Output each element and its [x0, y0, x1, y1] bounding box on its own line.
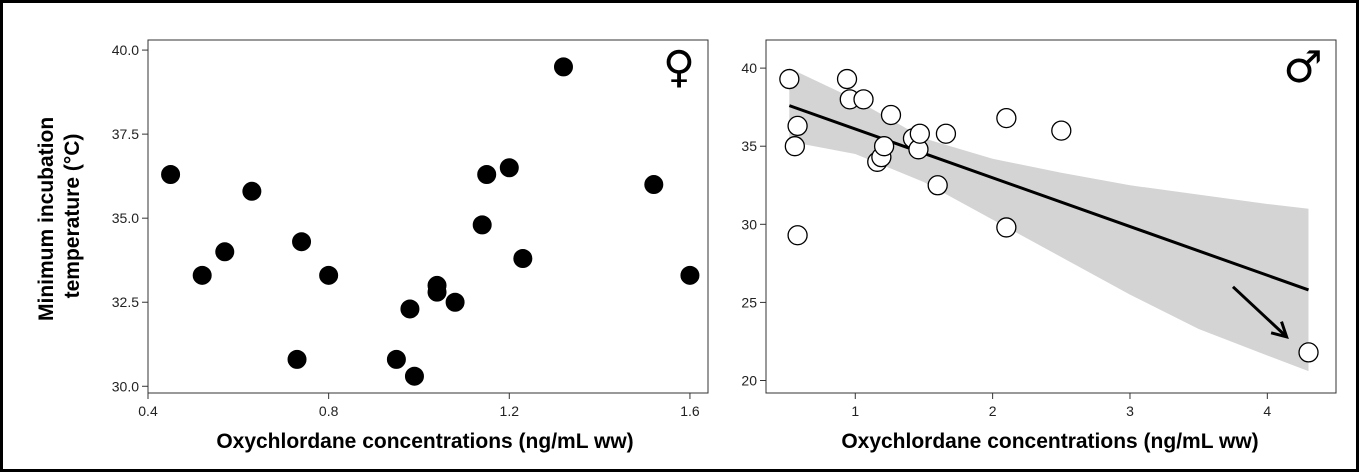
male-data-point: [1051, 120, 1072, 141]
female-x-axis-title: Oxychlordane concentrations (ng/mL ww): [216, 430, 633, 453]
male-data-point: [779, 68, 800, 90]
male-y-tick-label: 20: [741, 373, 757, 389]
female-data-point: [292, 232, 312, 252]
female-panel: 0.4 0.8 1.2 1.6 30.0 32.5 35.0 37.5 40.0 ♀ Oxych…: [112, 39, 709, 453]
male-y-tick-label: 25: [741, 294, 757, 310]
male-data-point: [787, 115, 808, 137]
male-arrow-head: [1270, 321, 1289, 339]
female-data-point: [427, 275, 447, 295]
male-line-layer: [788, 104, 1310, 292]
female-data-point: [319, 265, 339, 285]
female-data-point: [404, 366, 424, 386]
male-data-point: [1298, 342, 1319, 363]
male-regression-line: [788, 104, 1310, 292]
male-symbol: ♂: [1283, 42, 1322, 93]
female-ticks: 0.4 0.8 1.2 1.6 30.0 32.5 35.0 37.5 40.0: [112, 42, 700, 419]
male-x-tick-label: 1: [851, 403, 859, 419]
female-data-point: [242, 181, 262, 201]
y-axis-title: Minimum incubation temperature (°C): [35, 111, 84, 321]
male-arrow-shaft: [1231, 285, 1288, 338]
male-data-point: [787, 225, 808, 246]
male-data-point: [996, 107, 1017, 129]
female-data-point: [215, 242, 235, 262]
female-data-point: [472, 215, 492, 235]
male-data-point: [996, 217, 1017, 238]
female-data-point: [553, 57, 573, 77]
male-y-tick-label: 40: [741, 60, 757, 76]
male-x-tick-label: 4: [1263, 403, 1271, 419]
male-data-point: [927, 175, 948, 196]
female-x-tick-label: 0.8: [319, 403, 339, 419]
female-x-tick-label: 0.4: [138, 403, 158, 419]
male-x-tick-label: 2: [989, 403, 997, 419]
female-y-tick-label: 40.0: [112, 42, 139, 58]
female-symbol: ♀: [663, 42, 695, 93]
female-plot-frame: [147, 39, 709, 394]
male-arrow-layer: [1231, 285, 1289, 339]
female-data-point: [386, 349, 406, 369]
y-axis-title-line-2: temperature (°C): [61, 134, 84, 299]
female-x-tick-label: 1.2: [500, 403, 520, 419]
female-x-tick-label: 1.6: [680, 403, 700, 419]
male-points: [779, 68, 1319, 363]
female-data-point: [287, 349, 307, 369]
male-y-tick-label: 35: [741, 138, 757, 154]
male-data-point: [784, 136, 805, 157]
male-x-axis-title: Oxychlordane concentrations (ng/mL ww): [841, 430, 1258, 453]
female-y-tick-label: 30.0: [112, 378, 139, 394]
male-ticks: 1 2 3 4 20 25 30 35 40: [741, 60, 1271, 419]
y-axis-title-line-1: Minimum incubation: [35, 117, 58, 321]
female-data-point: [161, 164, 181, 184]
male-panel: 1 2 3 4 20 25 30 35 40 ♂ Oxychlordane concentrat…: [741, 39, 1337, 453]
female-data-point: [445, 292, 465, 312]
female-data-point: [192, 265, 212, 285]
female-y-tick-label: 37.5: [112, 126, 139, 142]
male-data-point: [853, 89, 874, 110]
male-data-point: [909, 123, 930, 144]
female-data-point: [400, 299, 420, 319]
female-points: [161, 57, 700, 386]
female-data-point: [644, 175, 664, 195]
male-data-point: [873, 136, 895, 157]
male-data-point: [935, 123, 957, 144]
male-plot-frame: [765, 39, 1337, 394]
female-data-point: [477, 164, 497, 184]
female-y-tick-label: 35.0: [112, 210, 139, 226]
male-data-point: [836, 68, 858, 90]
male-data-point: [880, 104, 902, 126]
male-x-tick-label: 3: [1126, 403, 1134, 419]
female-y-tick-label: 32.5: [112, 294, 139, 310]
male-y-tick-label: 30: [741, 216, 757, 232]
female-data-point: [680, 265, 700, 285]
female-data-point: [499, 158, 519, 178]
female-data-point: [513, 249, 533, 269]
